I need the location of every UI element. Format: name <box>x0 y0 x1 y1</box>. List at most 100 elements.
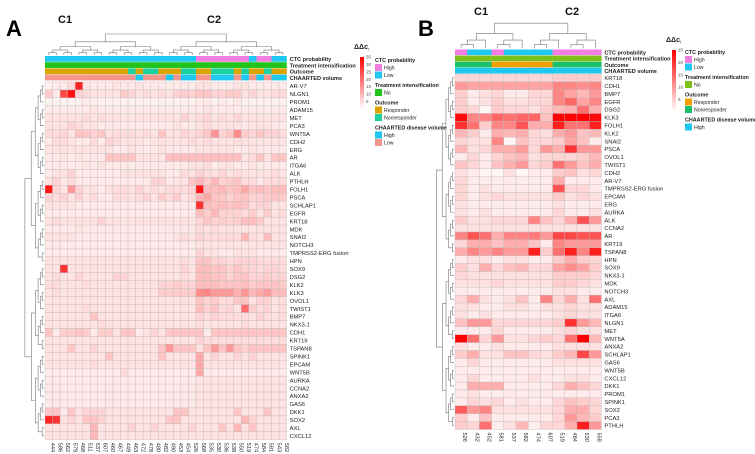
heatmap-cell <box>271 89 280 99</box>
annotation-cell <box>589 55 602 62</box>
heatmap-cell <box>271 288 280 297</box>
heatmap-cell <box>82 256 91 266</box>
row-label-gene: TMPRSS2-ERG fusion <box>604 187 663 193</box>
heatmap-cell <box>120 145 129 154</box>
heatmap-cell <box>120 224 129 234</box>
heatmap-cell <box>165 129 174 138</box>
heatmap-cell <box>248 296 257 305</box>
annotation-cell <box>503 49 517 56</box>
heatmap-cell <box>52 185 61 194</box>
heatmap-cell <box>540 374 553 383</box>
heatmap-cell <box>515 295 529 304</box>
heatmap-cell <box>67 224 76 234</box>
heatmap-cell <box>210 201 219 210</box>
heatmap-cell <box>180 328 189 337</box>
annotation-cell <box>479 55 492 62</box>
heatmap-cell <box>540 263 553 272</box>
heatmap-cell <box>233 129 242 138</box>
heatmap-cell <box>158 383 166 393</box>
heatmap-cell <box>278 391 287 401</box>
heatmap-cell <box>67 145 76 154</box>
heatmap-cell <box>44 280 53 289</box>
heatmap-cell <box>135 216 144 226</box>
row-label-gene: SNAI2 <box>290 235 307 241</box>
heatmap-cell <box>59 240 68 250</box>
heatmap-cell <box>503 176 517 185</box>
annotation-cell <box>528 55 541 62</box>
heatmap-cell <box>75 153 83 162</box>
heatmap-cell <box>454 168 468 177</box>
annotation-cell <box>263 62 272 68</box>
heatmap-cell <box>173 145 182 154</box>
heatmap-cell <box>82 328 91 337</box>
row-label-gene: BMP7 <box>290 315 306 321</box>
heatmap-cell <box>241 296 250 305</box>
dendrogram-branch <box>37 95 41 121</box>
heatmap-cell <box>540 302 553 312</box>
heatmap-cell <box>165 209 174 218</box>
heatmap-cell <box>188 383 197 393</box>
heatmap-cell <box>180 320 189 329</box>
annotation-cell <box>577 67 590 74</box>
heatmap-cell <box>150 177 159 186</box>
heatmap-cell <box>120 201 129 210</box>
heatmap-cell <box>180 272 189 281</box>
heatmap-cell <box>127 288 136 297</box>
heatmap-cell <box>226 312 234 321</box>
annotation-cell <box>135 74 144 81</box>
heatmap-cell <box>105 177 114 186</box>
heatmap-cell <box>256 264 265 273</box>
heatmap-cell <box>165 248 174 258</box>
dendrogram-branch <box>263 49 280 53</box>
heatmap-cell <box>165 81 174 91</box>
heatmap-cell <box>218 137 227 146</box>
heatmap-cell <box>503 279 517 288</box>
heatmap-cell <box>142 368 151 377</box>
annotation-cell <box>75 56 83 62</box>
heatmap-cell <box>203 320 212 329</box>
heatmap-cell <box>454 342 468 351</box>
heatmap-cell <box>552 358 565 367</box>
heatmap-cell <box>97 248 106 258</box>
heatmap-cell <box>278 193 287 202</box>
heatmap-cell <box>564 144 578 154</box>
heatmap-cell <box>454 113 468 122</box>
heatmap-cell <box>576 144 590 154</box>
heatmap-cell <box>564 176 578 185</box>
heatmap-cell <box>479 389 492 399</box>
heatmap-cell <box>503 397 517 406</box>
heatmap-cell <box>454 397 468 406</box>
heatmap-cell <box>528 389 541 399</box>
heatmap-cell <box>173 383 182 393</box>
heatmap-cell <box>576 208 590 217</box>
heatmap-cell <box>150 256 159 266</box>
heatmap-cell <box>263 320 272 329</box>
heatmap-cell <box>180 391 189 401</box>
heatmap-cell <box>97 415 106 425</box>
heatmap-cell <box>203 129 212 138</box>
heatmap-cell <box>180 145 189 154</box>
heatmap-cell <box>44 256 53 266</box>
heatmap-cell <box>540 358 553 367</box>
heatmap-cell <box>195 240 204 250</box>
row-label-gene: ALK <box>604 218 615 224</box>
heatmap-cell <box>105 264 114 273</box>
row-label-gene: AXL <box>604 297 616 303</box>
heatmap-cell <box>44 129 53 138</box>
heatmap-cell <box>44 193 53 202</box>
annotation-cell <box>45 56 53 62</box>
heatmap-cell <box>158 431 166 440</box>
row-label-gene: NLGN1 <box>290 92 309 98</box>
heatmap-cell <box>195 360 204 369</box>
dendrogram-branch <box>452 148 454 158</box>
heatmap-cell <box>454 223 468 233</box>
heatmap-cell <box>158 121 166 130</box>
annotation-cell <box>128 74 136 81</box>
heatmap-cell <box>589 255 602 264</box>
heatmap-cell <box>59 256 68 266</box>
row-label-gene: NKX3-1 <box>290 323 310 329</box>
heatmap-cell <box>165 423 174 432</box>
heatmap-cell <box>180 169 189 178</box>
heatmap-cell <box>150 113 159 122</box>
heatmap-cell <box>576 247 590 256</box>
